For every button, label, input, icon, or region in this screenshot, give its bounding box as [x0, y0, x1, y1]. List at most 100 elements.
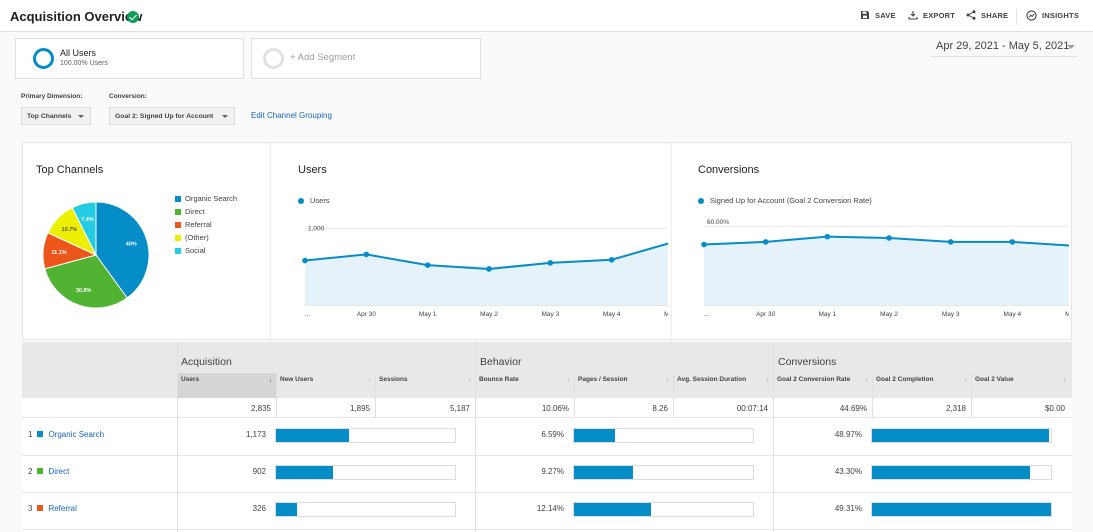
- sort-icon: ↕: [368, 378, 371, 384]
- data-point: [547, 260, 554, 266]
- table-row: 2 Direct 902 9.27% 43.30%: [22, 455, 1072, 492]
- chevron-down-icon[interactable]: [1067, 45, 1075, 49]
- total-value: 44.69%: [839, 404, 867, 413]
- series-dot-icon: [698, 197, 704, 204]
- row-divider: [22, 529, 1072, 530]
- export-button[interactable]: EXPORT: [908, 10, 955, 20]
- total-value: 1,895: [349, 404, 370, 413]
- x-tick-label: May 2: [880, 311, 898, 318]
- column-header-goal-2-value[interactable]: Goal 2 Value ↕: [971, 373, 1070, 398]
- date-range-underline: [930, 56, 1078, 57]
- export-label: EXPORT: [923, 10, 956, 20]
- users-value: 1,173: [245, 430, 266, 439]
- column-header-new-users[interactable]: New Users ↕: [276, 373, 375, 398]
- add-segment-button[interactable]: + Add Segment: [251, 38, 481, 79]
- channel-link[interactable]: Direct: [48, 467, 70, 476]
- panel-divider: [671, 143, 672, 341]
- x-tick-label: May 2: [480, 311, 498, 318]
- row-rank: 3: [28, 504, 33, 513]
- explorer-table: Acquisition Behavior Conversions Users ↓ N…: [22, 342, 1072, 532]
- toolbar-divider: [1016, 9, 1017, 25]
- total-value: 8.26: [652, 404, 668, 413]
- bounce-rate-value: 9.27%: [541, 467, 564, 476]
- bounce-rate-bar: [573, 465, 754, 480]
- conversions-series-legend: Signed Up for Account (Goal 2 Conversion…: [698, 196, 872, 205]
- column-header-label: Pages / Session: [578, 376, 628, 383]
- channel-swatch: [37, 431, 44, 437]
- page-title: Acquisition Overview: [10, 9, 143, 24]
- data-point: [701, 241, 707, 248]
- conversion-rate-bar-fill: [872, 429, 1050, 442]
- group-divider: [773, 342, 774, 532]
- column-header-avg-session-duration[interactable]: Avg. Session Duration ↕: [673, 373, 773, 398]
- data-point: [886, 235, 892, 241]
- users-bar: [275, 465, 456, 480]
- pie-slice-label: 40%: [126, 242, 137, 248]
- column-header-goal-2-completion[interactable]: Goal 2 Completion ↕: [872, 373, 971, 398]
- pie-chart-title: Top Channels: [36, 164, 104, 176]
- save-icon: [861, 11, 869, 19]
- conversion-rate-bar-fill: [872, 466, 1030, 479]
- segment-all-users[interactable]: All Users 100.00% Users: [15, 38, 244, 79]
- row-rank: 1: [28, 430, 33, 439]
- channel-swatch: [37, 468, 44, 474]
- column-header-users[interactable]: Users ↓: [177, 373, 276, 398]
- save-button[interactable]: SAVE: [860, 10, 896, 20]
- bounce-rate-value: 12.14%: [536, 504, 564, 513]
- conversion-rate-value: 49.31%: [834, 504, 862, 513]
- table-row: 1 Organic Search 1,173 6.59% 48.97%: [22, 418, 1072, 455]
- x-tick-label: May 3: [541, 311, 559, 318]
- x-tick-label: May 5: [1065, 311, 1069, 318]
- column-header-label: Avg. Session Duration: [677, 376, 747, 383]
- total-value: 2,835: [250, 404, 271, 413]
- channel-swatch: [37, 505, 44, 511]
- column-header-bounce-rate[interactable]: Bounce Rate ↕: [475, 373, 574, 398]
- column-header-label: Goal 2 Conversion Rate: [777, 376, 851, 383]
- column-divider: [673, 373, 674, 417]
- pie-slice-label: 7.4%: [81, 217, 94, 223]
- conversion-select[interactable]: Goal 2: Signed Up for Account: [109, 107, 235, 125]
- date-range-picker[interactable]: Apr 29, 2021 - May 5, 2021: [936, 40, 1070, 52]
- legend-swatch: [175, 208, 181, 215]
- x-tick-label: May 4: [603, 311, 621, 318]
- column-header-goal-2-conversion-rate[interactable]: Goal 2 Conversion Rate ↕: [773, 373, 872, 398]
- total-value: 00:07:14: [736, 404, 768, 413]
- legend-item-direct: Direct: [175, 207, 205, 216]
- legend-label: Organic Search: [185, 194, 238, 203]
- legend-item-social: Social: [175, 246, 205, 255]
- bounce-rate-bar: [573, 428, 754, 443]
- share-button[interactable]: SHARE: [966, 10, 1008, 20]
- total-value: 10.06%: [541, 404, 569, 413]
- total-value: 5,187: [449, 404, 470, 413]
- conversion-rate-bar: [871, 502, 1052, 517]
- x-tick-label: May 1: [419, 311, 437, 318]
- column-header-sessions[interactable]: Sessions ↕: [375, 373, 475, 398]
- column-header-pages-session[interactable]: Pages / Session ↕: [574, 373, 673, 398]
- data-point: [1009, 239, 1016, 245]
- channel-link[interactable]: Referral: [48, 504, 77, 513]
- users-chart-title: Users: [298, 164, 327, 176]
- channel-link[interactable]: Organic Search: [48, 430, 105, 439]
- users-series-legend: Users: [298, 196, 330, 205]
- insights-button[interactable]: INSIGHTS: [1026, 10, 1079, 21]
- series-area: [704, 236, 1069, 305]
- x-tick-label: Apr 30: [357, 311, 377, 318]
- y-tick-label: 1,000: [308, 225, 325, 232]
- share-icon: [966, 10, 976, 20]
- pie-chart: 40% 30.8% 11.1% 10.7%7.4%: [42, 201, 150, 309]
- legend-item-referral: Referral: [175, 220, 212, 229]
- legend-swatch: [175, 221, 181, 228]
- segment-percent: 100.00% Users: [60, 60, 108, 67]
- users-bar: [275, 502, 456, 517]
- legend-swatch: [175, 247, 181, 254]
- bounce-rate-bar-fill: [574, 429, 616, 442]
- edit-channel-grouping-link[interactable]: Edit Channel Grouping: [251, 111, 332, 120]
- group-acquisition: Acquisition: [181, 356, 232, 368]
- bounce-rate-bar-fill: [574, 466, 634, 479]
- insights-icon: [1026, 10, 1037, 21]
- download-icon: [908, 11, 918, 20]
- column-divider: [872, 373, 873, 417]
- primary-dimension-select[interactable]: Top Channels: [21, 107, 91, 125]
